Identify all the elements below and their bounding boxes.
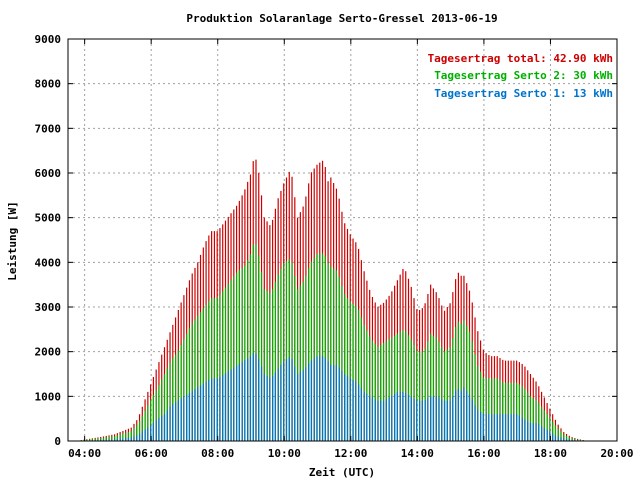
y-tick-label: 5000 [35,212,62,225]
x-tick-label: 10:00 [268,447,301,460]
y-tick-label: 6000 [35,167,62,180]
x-tick-label: 08:00 [201,447,234,460]
x-tick-label: 14:00 [401,447,434,460]
bar-series [80,159,584,441]
x-tick-label: 18:00 [534,447,567,460]
chart-title: Produktion Solaranlage Serto-Gressel 201… [186,12,497,25]
plot-frame [67,38,618,442]
x-tick-label: 12:00 [334,447,367,460]
legend-total: Tagesertrag total: 42.90 kWh [428,52,613,65]
x-tick-label: 04:00 [68,447,101,460]
y-tick-label: 7000 [35,122,62,135]
y-tick-label: 8000 [35,78,62,91]
y-tick-label: 2000 [35,346,62,359]
y-tick-label: 9000 [35,33,62,46]
x-tick-label: 16:00 [467,447,500,460]
x-tick-label: 06:00 [135,447,168,460]
y-axis-label: Leistung [W] [6,201,19,280]
x-tick-label: 20:00 [600,447,633,460]
legend-serto-1: Tagesertrag Serto 1: 13 kWh [434,87,613,100]
y-tick-label: 1000 [35,390,62,403]
axis-ticks: 0 1000 2000 3000 4000 5000 6000 7000 8000 9000 04:… [35,33,634,460]
y-tick-label: 0 [54,435,61,448]
x-axis-label: Zeit (UTC) [309,466,375,479]
y-tick-label: 3000 [35,301,62,314]
y-tick-label: 4000 [35,256,62,269]
legend-serto-2: Tagesertrag Serto 2: 30 kWh [434,69,613,82]
